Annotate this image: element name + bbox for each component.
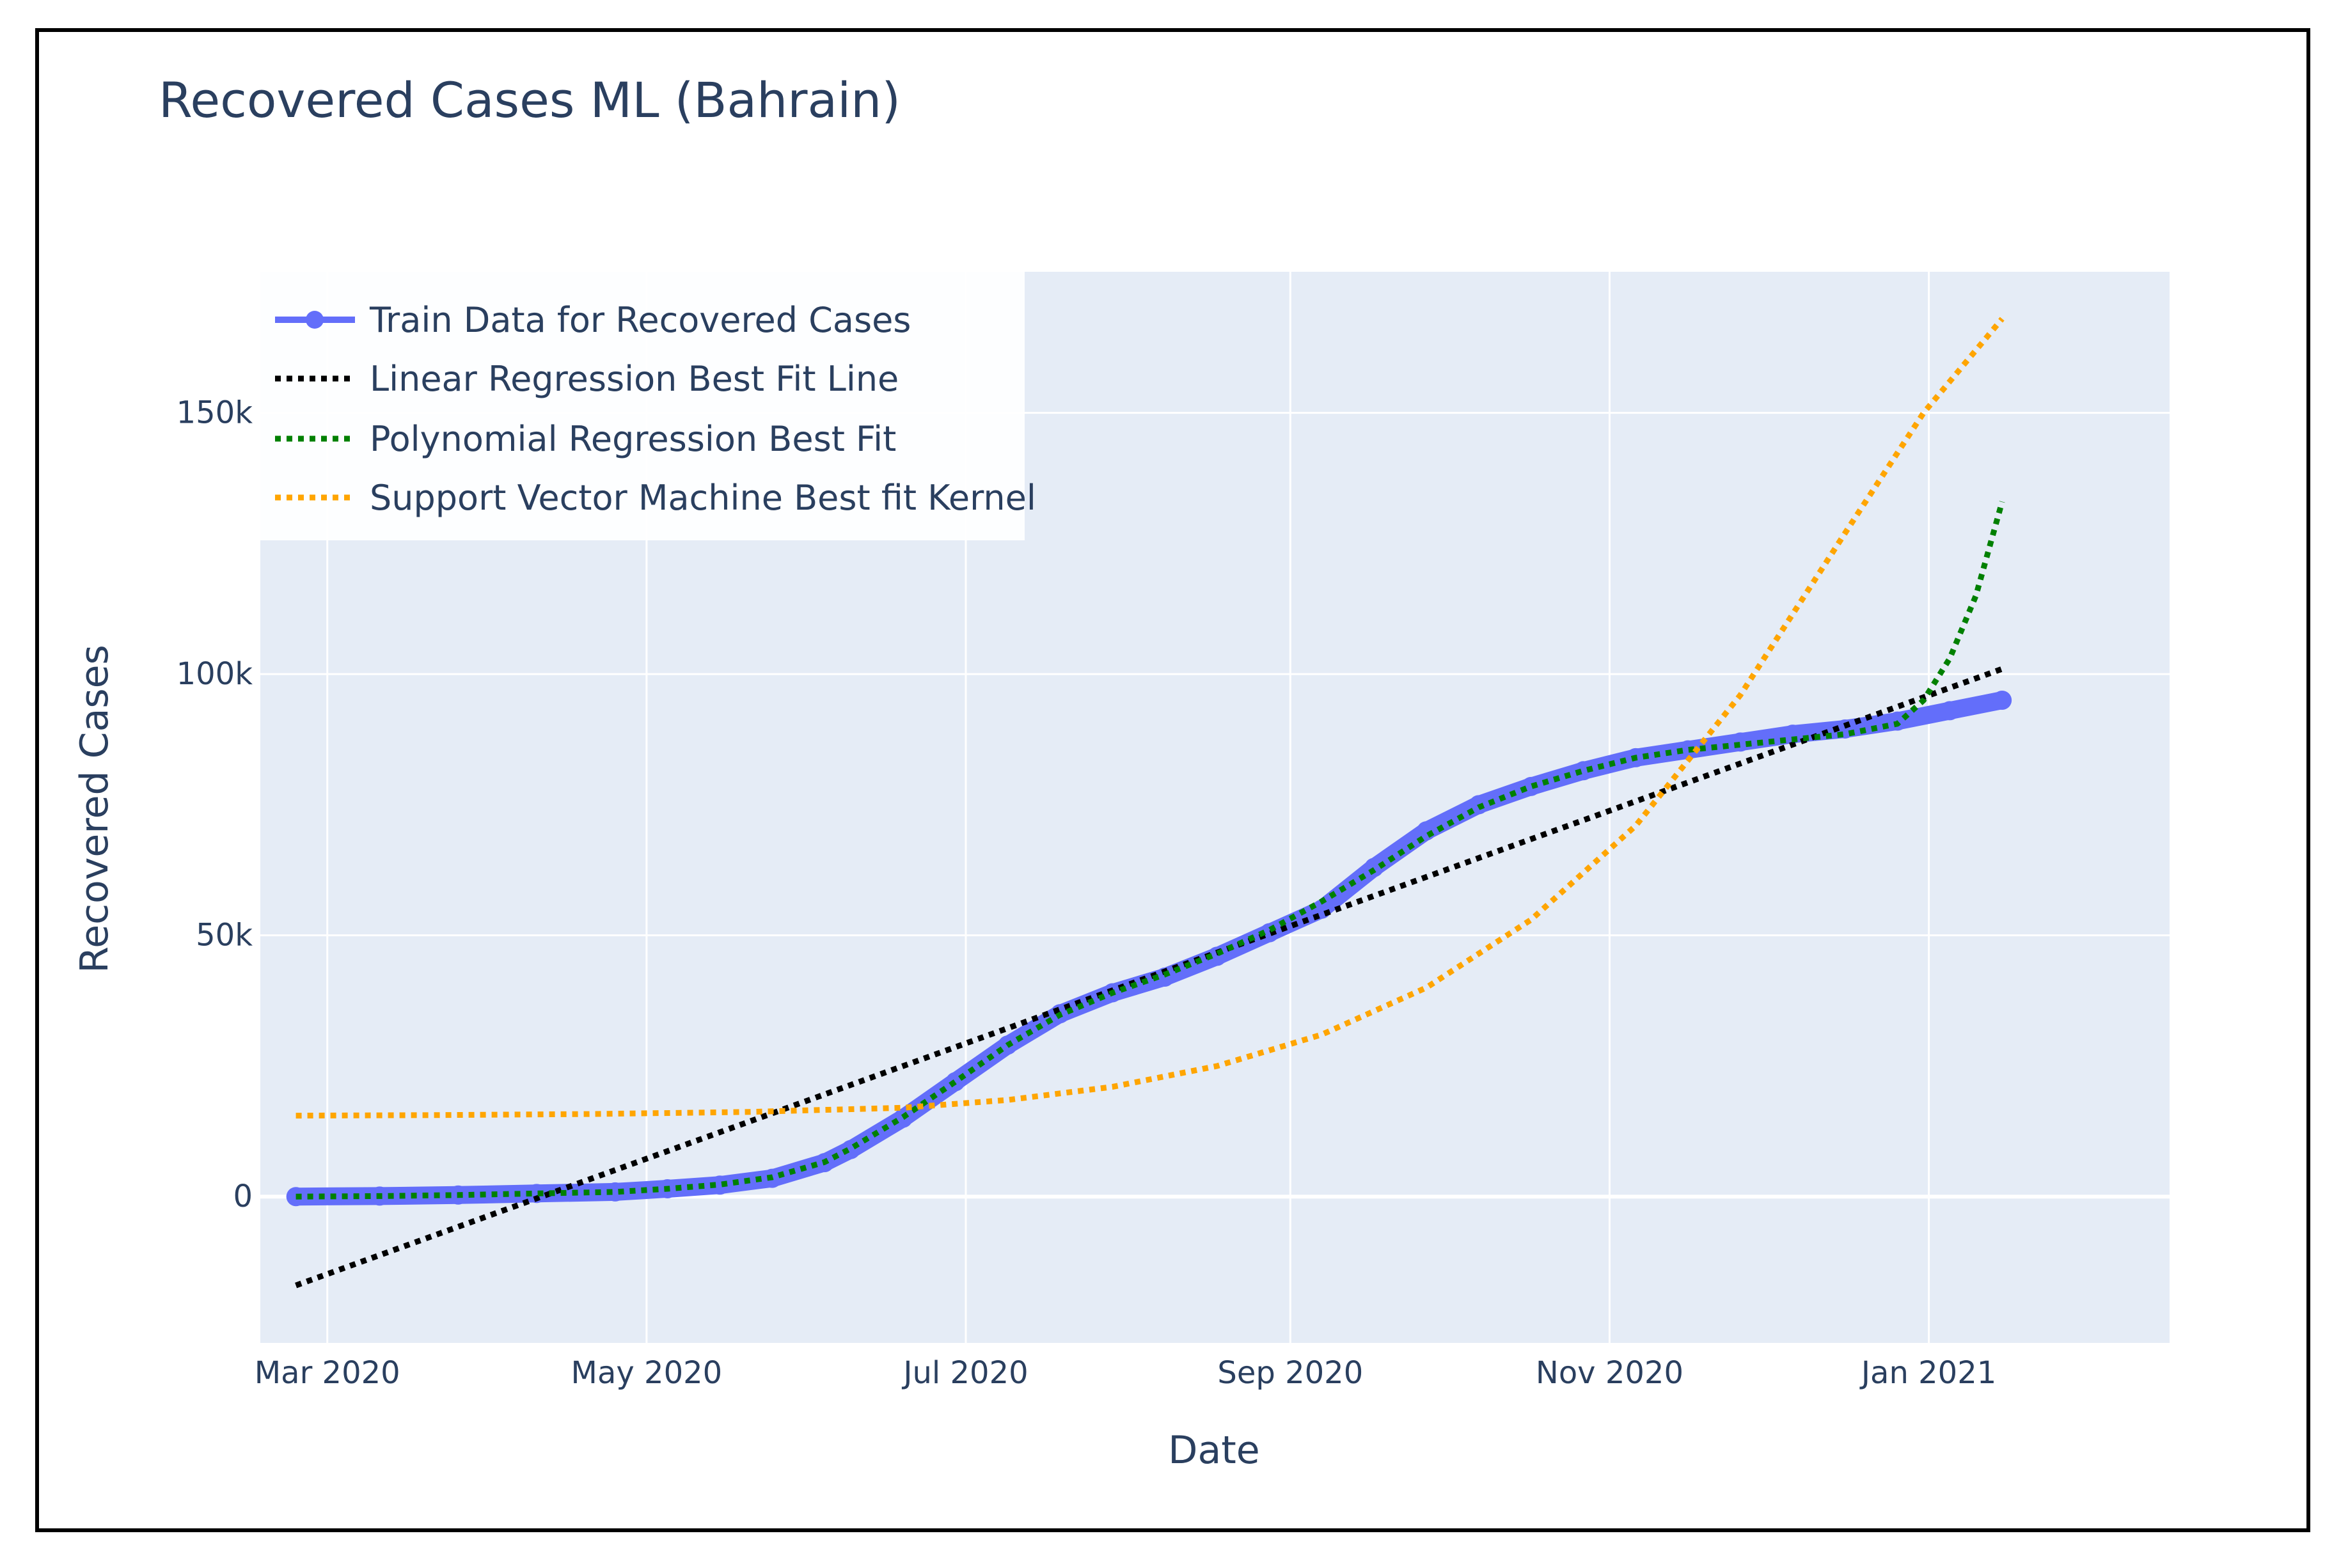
x-tick-label: May 2020	[571, 1355, 723, 1391]
series-0-point	[1364, 858, 1384, 877]
series-layer	[286, 317, 2012, 1289]
series-2-line	[296, 501, 2005, 1200]
y-tick-label: 100k	[177, 656, 253, 692]
series-0-point	[1992, 691, 2012, 710]
legend-item[interactable]: Linear Regression Best Fit Line	[275, 359, 899, 399]
legend-item[interactable]: Polynomial Regression Best Fit	[275, 419, 896, 459]
legend-label: Support Vector Machine Best fit Kernel	[370, 478, 1036, 518]
legend-swatch-marker	[306, 311, 324, 329]
chart-title: Recovered Cases ML (Bahrain)	[159, 72, 901, 129]
series-1-line	[295, 666, 2003, 1289]
x-tick-label: Sep 2020	[1217, 1355, 1363, 1391]
x-tick-label: Nov 2020	[1536, 1355, 1683, 1391]
y-axis-title: Recovered Cases	[72, 645, 117, 973]
series-0-point	[527, 1184, 547, 1203]
legend-label: Polynomial Regression Best Fit	[370, 419, 896, 459]
x-tick-label: Jan 2021	[1859, 1355, 1996, 1391]
legend[interactable]: Train Data for Recovered Cases Linear Reg…	[260, 272, 1036, 540]
x-tick-label: Mar 2020	[255, 1355, 400, 1391]
series-0-point	[1155, 968, 1174, 987]
legend-item[interactable]: Support Vector Machine Best fit Kernel	[275, 478, 1036, 518]
legend-label: Train Data for Recovered Cases	[369, 300, 911, 340]
series-0-point	[1573, 761, 1593, 781]
tick-labels: Mar 2020 May 2020 Jul 2020 Sep 2020 Nov 2020…	[177, 395, 1997, 1391]
series-0-point	[1940, 701, 1960, 721]
series-0-point	[605, 1182, 625, 1202]
y-tick-label: 0	[233, 1179, 253, 1214]
x-axis-title: Date	[1168, 1428, 1259, 1473]
series-3-line	[296, 317, 2005, 1119]
legend-label: Linear Regression Best Fit Line	[370, 359, 899, 399]
series-0-point	[1783, 725, 1802, 744]
y-tick-label: 150k	[177, 395, 253, 431]
y-tick-label: 50k	[196, 918, 253, 953]
legend-background	[260, 272, 1025, 540]
legend-item[interactable]: Train Data for Recovered Cases	[275, 300, 911, 340]
series-0-point	[710, 1175, 730, 1195]
series-0-point	[1678, 740, 1698, 760]
x-tick-label: Jul 2020	[901, 1355, 1028, 1391]
